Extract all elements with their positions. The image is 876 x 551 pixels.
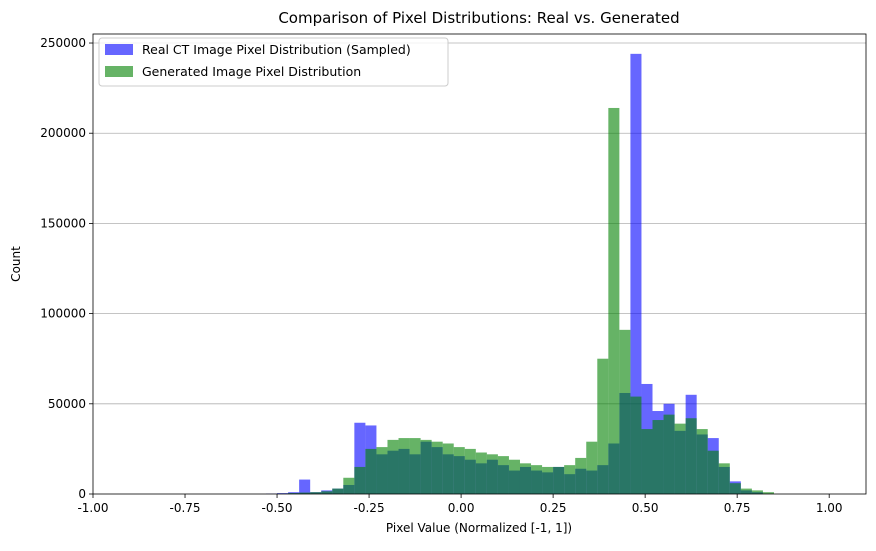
histogram-bar bbox=[531, 465, 542, 494]
histogram-bar bbox=[487, 454, 498, 494]
y-tick-label: 100000 bbox=[40, 307, 86, 321]
histogram-bar bbox=[664, 415, 675, 494]
histogram-bar bbox=[387, 440, 398, 494]
histogram-bar bbox=[697, 429, 708, 494]
histogram-bar bbox=[653, 420, 664, 494]
histogram-bar bbox=[586, 442, 597, 494]
y-axis-label: Count bbox=[9, 246, 23, 282]
y-tick-label: 50000 bbox=[48, 397, 86, 411]
histogram-bar bbox=[730, 483, 741, 494]
histogram-bar bbox=[321, 491, 332, 494]
histogram-bar bbox=[465, 449, 476, 494]
x-tick-label: -0.50 bbox=[262, 501, 293, 515]
histogram-bar bbox=[719, 463, 730, 494]
y-tick-label: 150000 bbox=[40, 216, 86, 230]
histogram-bar bbox=[520, 463, 531, 494]
legend-label-real: Real CT Image Pixel Distribution (Sample… bbox=[142, 42, 411, 57]
legend-label-generated: Generated Image Pixel Distribution bbox=[142, 64, 361, 79]
histogram-bar bbox=[299, 480, 310, 494]
histogram-bar bbox=[608, 108, 619, 494]
histogram-bar bbox=[564, 465, 575, 494]
histogram-bar bbox=[575, 458, 586, 494]
histogram-bar bbox=[432, 442, 443, 494]
x-tick-label: 0.00 bbox=[448, 501, 475, 515]
chart-title: Comparison of Pixel Distributions: Real … bbox=[278, 9, 679, 27]
histogram-bar bbox=[399, 438, 410, 494]
histogram-bar bbox=[476, 453, 487, 494]
histogram-bar bbox=[365, 449, 376, 494]
histogram-bar bbox=[741, 489, 752, 494]
y-tick-label: 0 bbox=[78, 487, 86, 501]
histogram-bar bbox=[454, 447, 465, 494]
histogram-bar bbox=[553, 467, 564, 494]
histogram-bar bbox=[542, 467, 553, 494]
x-tick-label: 1.00 bbox=[816, 501, 843, 515]
x-tick-label: 0.75 bbox=[724, 501, 751, 515]
histogram-bar bbox=[498, 456, 509, 494]
legend-swatch-generated bbox=[105, 66, 133, 77]
y-tick-label: 250000 bbox=[40, 36, 86, 50]
histogram-bar bbox=[597, 359, 608, 494]
histogram-bar bbox=[443, 443, 454, 494]
histogram-bar bbox=[376, 447, 387, 494]
x-tick-label: 0.50 bbox=[632, 501, 659, 515]
histogram-bar bbox=[630, 397, 641, 494]
histogram-bar bbox=[708, 451, 719, 494]
legend: Real CT Image Pixel Distribution (Sample… bbox=[99, 38, 448, 86]
histogram-bar bbox=[509, 460, 520, 494]
histogram-bar bbox=[354, 467, 365, 494]
y-tick-label: 200000 bbox=[40, 126, 86, 140]
histogram-bar bbox=[675, 424, 686, 494]
histogram-bar bbox=[752, 490, 763, 494]
histogram-bar bbox=[343, 478, 354, 494]
histogram-bar bbox=[641, 429, 652, 494]
x-axis-label: Pixel Value (Normalized [-1, 1]) bbox=[386, 521, 572, 535]
histogram-bar bbox=[619, 330, 630, 494]
x-tick-label: 0.25 bbox=[540, 501, 567, 515]
histogram-bar bbox=[410, 438, 421, 494]
legend-swatch-real bbox=[105, 44, 133, 55]
x-tick-label: -0.75 bbox=[169, 501, 200, 515]
x-tick-label: -1.00 bbox=[77, 501, 108, 515]
x-tick-label: -0.25 bbox=[354, 501, 385, 515]
histogram-bar bbox=[421, 440, 432, 494]
histogram-bar bbox=[686, 418, 697, 494]
histogram-bar bbox=[332, 489, 343, 494]
